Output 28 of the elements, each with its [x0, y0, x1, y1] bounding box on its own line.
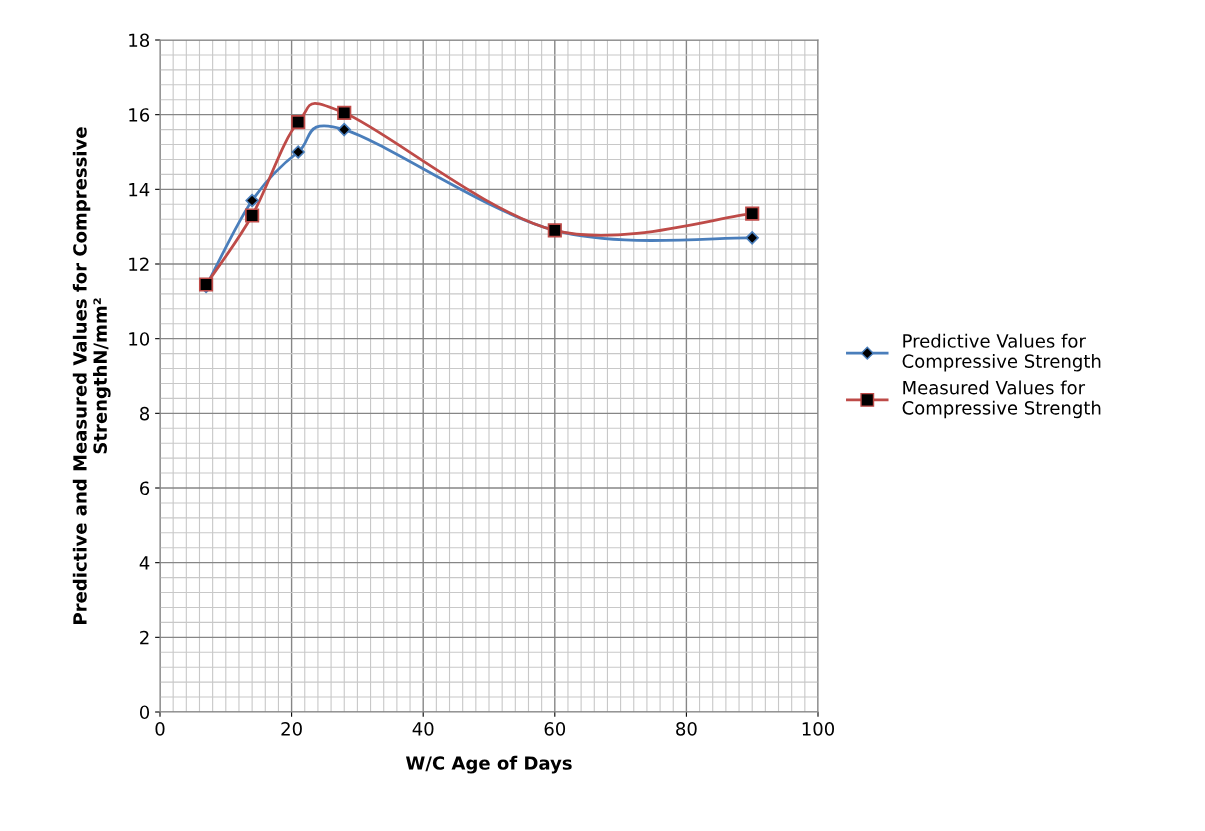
- legend-label: Predictive Values for Compressive Strength: [902, 333, 1101, 372]
- x-tick-label: 0: [155, 722, 165, 736]
- point: [291, 145, 305, 159]
- x-tick-label: 80: [676, 722, 697, 736]
- y-tick-label: 16: [129, 108, 150, 122]
- y-tick-label: 18: [129, 33, 150, 48]
- point: [745, 206, 760, 221]
- point: [745, 231, 759, 245]
- x-tick-label: 60: [544, 722, 566, 736]
- point: [245, 208, 260, 223]
- y-tick-label: 0: [139, 705, 150, 720]
- point: [337, 105, 352, 120]
- legend-label: Measured Values for Compressive Strength: [902, 380, 1101, 419]
- y-tick-label: 2: [140, 630, 149, 645]
- y-tick-label: 4: [139, 556, 150, 570]
- y-tick-label: 8: [140, 406, 150, 421]
- y-tick-label: 6: [140, 481, 150, 496]
- x-tick-label: 100: [802, 722, 835, 736]
- point: [337, 122, 351, 137]
- point: [291, 115, 306, 130]
- y-tick-label: 14: [129, 183, 150, 197]
- x-tick-label: 20: [281, 722, 302, 736]
- y-axis-title: Predictive and Measured Values for Compressive StrengthN/mm²: [72, 127, 111, 624]
- x-axis-title: W/C Age of Days: [405, 755, 572, 774]
- y-tick-label: 12: [129, 257, 149, 271]
- y-tick-label: 10: [129, 332, 150, 346]
- point: [245, 193, 259, 208]
- x-tick-label: 40: [412, 722, 434, 736]
